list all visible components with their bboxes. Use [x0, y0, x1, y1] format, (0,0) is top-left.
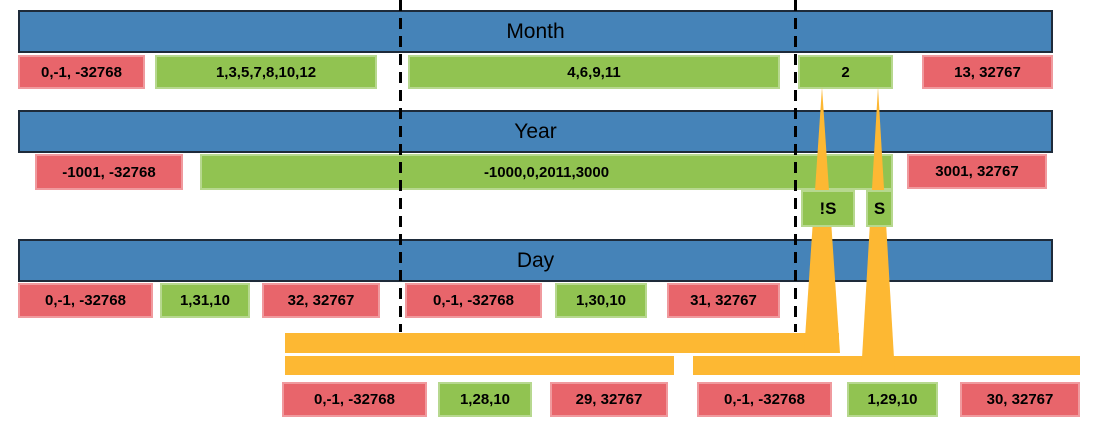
month-class-30day-months: 4,6,9,11: [408, 55, 780, 89]
dashed-separator-right: [794, 0, 797, 332]
year-class-valid-range: -1000,0,2011,3000: [200, 154, 893, 190]
month-class-invalid-high: 13, 32767: [922, 55, 1053, 89]
day31-class-invalid-high: 32, 32767: [262, 283, 380, 318]
month-bar-title: Month: [506, 19, 565, 43]
dashed-separator-left: [399, 0, 402, 332]
day30-class-invalid-high: 31, 32767: [667, 283, 780, 318]
day30-class-invalid-low: 0,-1, -32768: [405, 283, 542, 318]
month-class-february: 2: [798, 55, 893, 89]
year-nonleap-flag: !S: [801, 190, 855, 227]
day31-class-valid: 1,31,10: [160, 283, 250, 318]
day-bar-title: Day: [516, 248, 555, 272]
month-bar: Month: [18, 10, 1053, 53]
year-bar: Year: [18, 110, 1053, 153]
day-bar: Day: [18, 239, 1053, 282]
feb-leap-group-bar: [693, 356, 1080, 375]
feb29-class-invalid-high: 30, 32767: [960, 382, 1080, 417]
feb28-class-invalid-high: 29, 32767: [550, 382, 668, 417]
feb28-class-invalid-low: 0,-1, -32768: [282, 382, 427, 417]
year-class-invalid-high: 3001, 32767: [907, 154, 1047, 189]
day30-class-valid: 1,30,10: [555, 283, 647, 318]
feb29-class-valid: 1,29,10: [847, 382, 938, 417]
feb-nonleap-connector-bar: [285, 333, 839, 353]
year-bar-title: Year: [514, 119, 557, 143]
feb29-class-invalid-low: 0,-1, -32768: [697, 382, 832, 417]
month-class-invalid-low: 0,-1, -32768: [18, 55, 145, 89]
year-leap-flag: S: [866, 190, 893, 227]
year-class-invalid-low: -1001, -32768: [35, 154, 183, 190]
feb28-class-valid: 1,28,10: [438, 382, 532, 417]
month-class-31day-months: 1,3,5,7,8,10,12: [155, 55, 377, 89]
day31-class-invalid-low: 0,-1, -32768: [18, 283, 153, 318]
feb-nonleap-group-bar: [285, 356, 674, 375]
